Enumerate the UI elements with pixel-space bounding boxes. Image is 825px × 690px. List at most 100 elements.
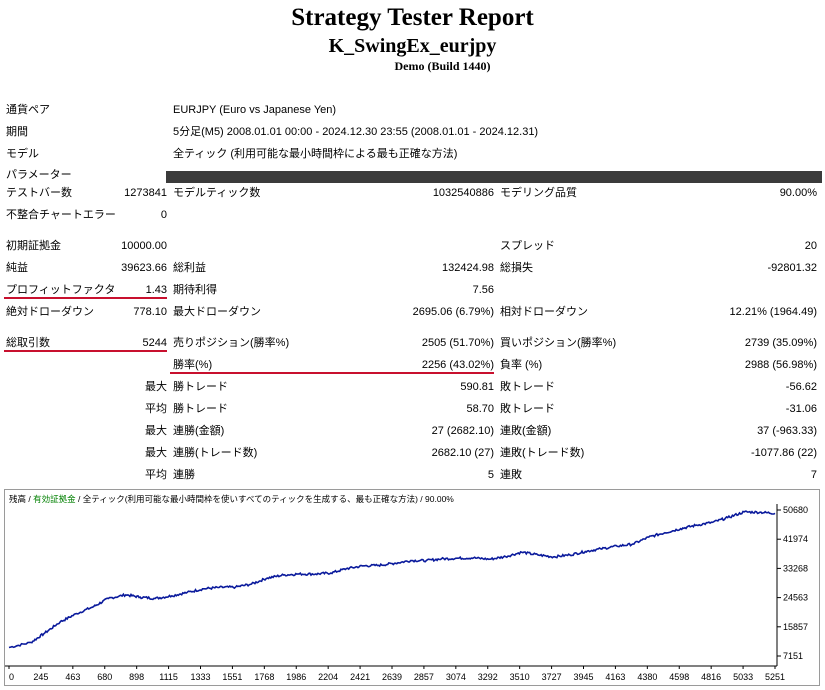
x-tick-label: 2639: [382, 672, 402, 682]
legend-model: 全ティック(利用可能な最小時間枠を使いすべてのティックを生成する、最も正確な方法…: [83, 494, 418, 504]
x-tick-label: 5251: [765, 672, 785, 682]
average-label-2: 平均: [145, 469, 167, 481]
y-axis-ticks: 50680 41974 33268 24563 15857 7151: [777, 505, 808, 661]
x-tick-label: 3510: [510, 672, 530, 682]
y-tick-label: 41974: [783, 534, 808, 544]
quality-label: モデリング品質: [500, 187, 577, 199]
legend-equity: 有効証拠金: [33, 494, 76, 504]
average-consecutive-wins-value: 5: [487, 469, 494, 481]
x-tick-label: 5033: [733, 672, 753, 682]
build-info: Demo (Build 1440): [394, 59, 491, 73]
x-tick-label: 898: [129, 672, 144, 682]
max-consecutive-wins-label: 連勝(金額): [173, 425, 225, 437]
maximum-label-2: 最大: [145, 425, 167, 437]
largest-win-value: 590.81: [460, 381, 494, 393]
total-trades-label: 総取引数: [6, 337, 50, 349]
params-label: パラメーター: [6, 169, 72, 181]
x-tick-label: 1986: [286, 672, 306, 682]
spread-value: 20: [804, 240, 817, 252]
total-trades-underline: [4, 350, 167, 352]
profit-factor-underline: [4, 297, 167, 299]
legend-quality: 90.00%: [425, 494, 454, 504]
x-tick-label: 3727: [542, 672, 562, 682]
largest-loss-label: 敗トレード: [500, 381, 555, 393]
grossprofit-value: 132424.98: [442, 262, 494, 274]
maximal-drawdown-label: 最大ドローダウン: [173, 306, 261, 318]
max-consecutive-losses-value: 37 (-963.33): [757, 425, 817, 437]
average-label: 平均: [145, 403, 167, 415]
x-tick-label: 4816: [701, 672, 721, 682]
max-consecutive-wins-value: 27 (2682.10): [431, 425, 494, 437]
x-tick-label: 1768: [254, 672, 274, 682]
max-consecutive-losses-label: 連敗(金額): [500, 425, 552, 437]
grossprofit-label: 総利益: [173, 262, 206, 274]
maximal-label-3: 最大: [145, 447, 167, 459]
grossloss-value: -92801.32: [767, 262, 817, 274]
x-tick-label: 1333: [190, 672, 210, 682]
expected-payoff-label: 期待利得: [173, 284, 217, 296]
short-positions-label: 売りポジション(勝率%): [173, 337, 290, 349]
win-rate-underline: [170, 372, 494, 374]
largest-loss-value: -56.62: [785, 381, 817, 393]
absolute-drawdown-label: 絶対ドローダウン: [6, 306, 94, 318]
netprofit-label: 純益: [6, 262, 28, 274]
period-value: 5分足(M5) 2008.01.01 00:00 - 2024.12.30 23…: [173, 126, 539, 138]
x-tick-label: 1551: [222, 672, 242, 682]
x-tick-label: 245: [33, 672, 48, 682]
x-tick-label: 4163: [605, 672, 625, 682]
mismatch-label: 不整合チャートエラー: [6, 209, 116, 221]
grossloss-label: 総損失: [500, 262, 533, 274]
long-positions-value: 2739 (35.09%): [744, 337, 817, 349]
relative-drawdown-label: 相対ドローダウン: [500, 306, 588, 318]
quality-value: 90.00%: [779, 187, 817, 199]
period-label: 期間: [6, 126, 28, 138]
ticks-label: モデルティック数: [173, 187, 261, 199]
pair-value: EURJPY (Euro vs Japanese Yen): [173, 104, 337, 116]
mismatch-value: 0: [160, 209, 167, 221]
x-tick-label: 4598: [669, 672, 689, 682]
max-consecutive-profit-value: 2682.10 (27): [431, 447, 494, 459]
x-tick-label: 3292: [478, 672, 498, 682]
x-tick-label: 680: [97, 672, 112, 682]
average-win-value: 58.70: [466, 403, 494, 415]
average-consecutive-losses-label: 連敗: [500, 469, 522, 481]
legend-separator-3: /: [418, 494, 425, 504]
x-tick-label: 2857: [414, 672, 434, 682]
x-tick-label: 3945: [573, 672, 593, 682]
x-tick-label: 1115: [159, 672, 178, 682]
average-win-label: 勝トレード: [173, 403, 228, 415]
loss-rate-value: 2988 (56.98%): [744, 359, 817, 371]
total-trades-value: 5244: [142, 337, 167, 349]
report-title: Strategy Tester Report: [291, 4, 534, 31]
largest-win-label: 勝トレード: [173, 381, 228, 393]
x-tick-label: 3074: [446, 672, 466, 682]
win-rate-value: 2256 (43.02%): [421, 359, 494, 371]
report-subtitle: K_SwingEx_eurjpy: [328, 35, 497, 57]
long-positions-label: 買いポジション(勝率%): [500, 337, 617, 349]
largest-label: 最大: [145, 381, 167, 393]
loss-rate-label: 負率 (%): [500, 359, 543, 371]
x-tick-label: 463: [65, 672, 80, 682]
x-tick-label: 0: [9, 672, 14, 682]
win-rate-label: 勝率(%): [173, 359, 213, 371]
x-tick-label: 2204: [318, 672, 338, 682]
y-tick-label: 15857: [783, 622, 808, 632]
deposit-label: 初期証拠金: [6, 240, 61, 252]
max-consecutive-loss-value: -1077.86 (22): [750, 447, 817, 459]
average-consecutive-wins-label: 連勝: [173, 469, 195, 481]
x-axis-ticks: 0 245 463 680 898 1115 1333 1551 1768 1986 2204 242…: [8, 666, 785, 682]
average-loss-value: -31.06: [785, 403, 817, 415]
max-consecutive-loss-label: 連敗(トレード数): [500, 447, 585, 459]
spread-label: スプレッド: [500, 240, 555, 252]
x-tick-label: 4380: [637, 672, 657, 682]
expected-payoff-value: 7.56: [472, 284, 494, 296]
relative-drawdown-value: 12.21% (1964.49): [729, 306, 817, 318]
absolute-drawdown-value: 778.10: [133, 306, 167, 318]
average-consecutive-losses-value: 7: [810, 469, 817, 481]
deposit-value: 10000.00: [121, 240, 167, 252]
ticks-value: 1032540886: [432, 187, 494, 199]
model-label: モデル: [6, 148, 39, 160]
profit-factor-label: プロフィットファクタ: [6, 284, 116, 296]
legend-separator-1: /: [26, 494, 33, 504]
average-loss-label: 敗トレード: [500, 403, 555, 415]
